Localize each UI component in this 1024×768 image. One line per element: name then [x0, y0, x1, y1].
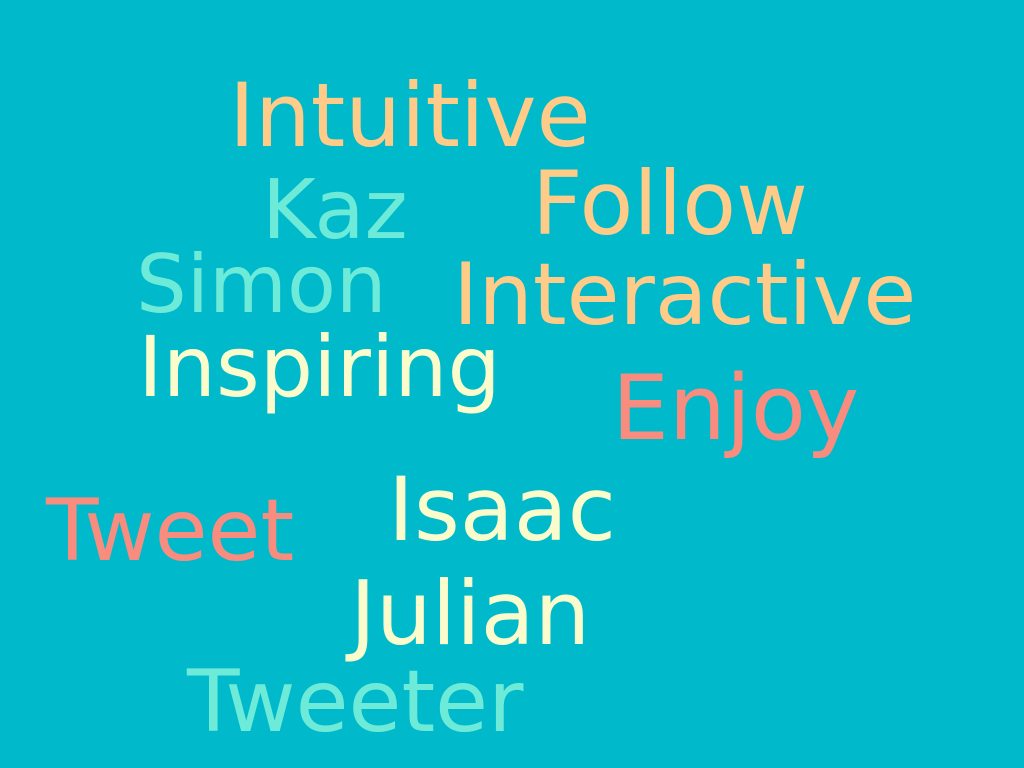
word-kaz: Kaz: [262, 163, 408, 258]
word-tweeter: Tweeter: [187, 652, 524, 752]
word-julian: Julian: [350, 562, 591, 665]
word-inspiring: Inspiring: [138, 318, 501, 416]
word-interactive: Interactive: [453, 245, 917, 345]
word-follow: Follow: [532, 152, 809, 255]
word-isaac: Isaac: [388, 458, 617, 561]
word-simon: Simon: [136, 238, 387, 331]
word-tweet: Tweet: [46, 481, 295, 581]
word-enjoy: Enjoy: [612, 356, 860, 461]
word-intuitive: Intuitive: [229, 64, 591, 167]
